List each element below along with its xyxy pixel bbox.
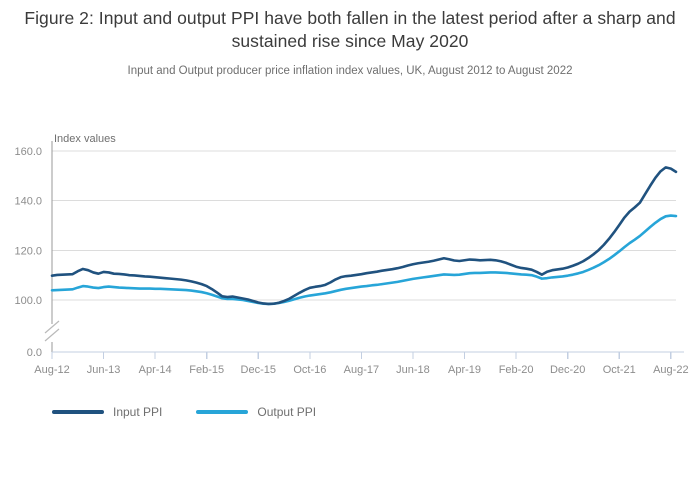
legend-item-output-ppi[interactable]: Output PPI [196, 405, 316, 419]
chart-legend: Input PPI Output PPI [52, 405, 316, 419]
figure-subtitle: Input and Output producer price inflatio… [127, 65, 573, 77]
y-axis-tick-label: 100.0 [14, 295, 42, 307]
x-axis-tick-label: Jun-13 [87, 364, 121, 376]
chart-plot-area: 0.0 100.0 120.0 140.0 160.0 Index values Aug-1… [0, 128, 700, 378]
legend-swatch-output-ppi [196, 410, 249, 414]
series-line-output-ppi [50, 214, 678, 306]
series-line-input-ppi [50, 166, 678, 306]
y-axis-break-mark [44, 328, 60, 342]
x-axis-tick-label: Oct-16 [293, 364, 326, 376]
x-axis-tick-label: Feb-20 [499, 364, 534, 376]
legend-label-output-ppi: Output PPI [257, 405, 317, 419]
x-axis-tick-label: Aug-17 [344, 364, 379, 376]
x-axis-tick-label: Apr-14 [139, 364, 172, 376]
y-axis-title: Index values [54, 133, 116, 145]
legend-label-input-ppi: Input PPI [113, 405, 163, 419]
x-axis-tick-label: Oct-21 [603, 364, 636, 376]
x-axis-tick-label: Feb-15 [189, 364, 224, 376]
x-axis-tick-label: Jun-18 [396, 364, 430, 376]
x-axis-tick-label: Apr-19 [448, 364, 481, 376]
y-axis-tick-label: 160.0 [14, 146, 42, 158]
y-axis-tick-label: 120.0 [14, 245, 42, 257]
line-chart: 0.0 100.0 120.0 140.0 160.0 Index values Aug-1… [14, 133, 688, 376]
y-axis-tick-label: 0.0 [27, 347, 42, 359]
x-axis-tick-label: Aug-12 [34, 364, 69, 376]
x-axis-tick-label: Dec-20 [550, 364, 585, 376]
x-axis-tick-label: Dec-15 [241, 364, 276, 376]
legend-item-input-ppi[interactable]: Input PPI [52, 405, 162, 419]
legend-swatch-input-ppi [52, 410, 104, 414]
x-axis-tick-label: Aug-22 [653, 364, 688, 376]
page-title: Figure 2: Input and output PPI have both… [24, 8, 676, 51]
y-axis-break-mark [44, 320, 60, 334]
y-axis-tick-label: 140.0 [14, 196, 42, 208]
